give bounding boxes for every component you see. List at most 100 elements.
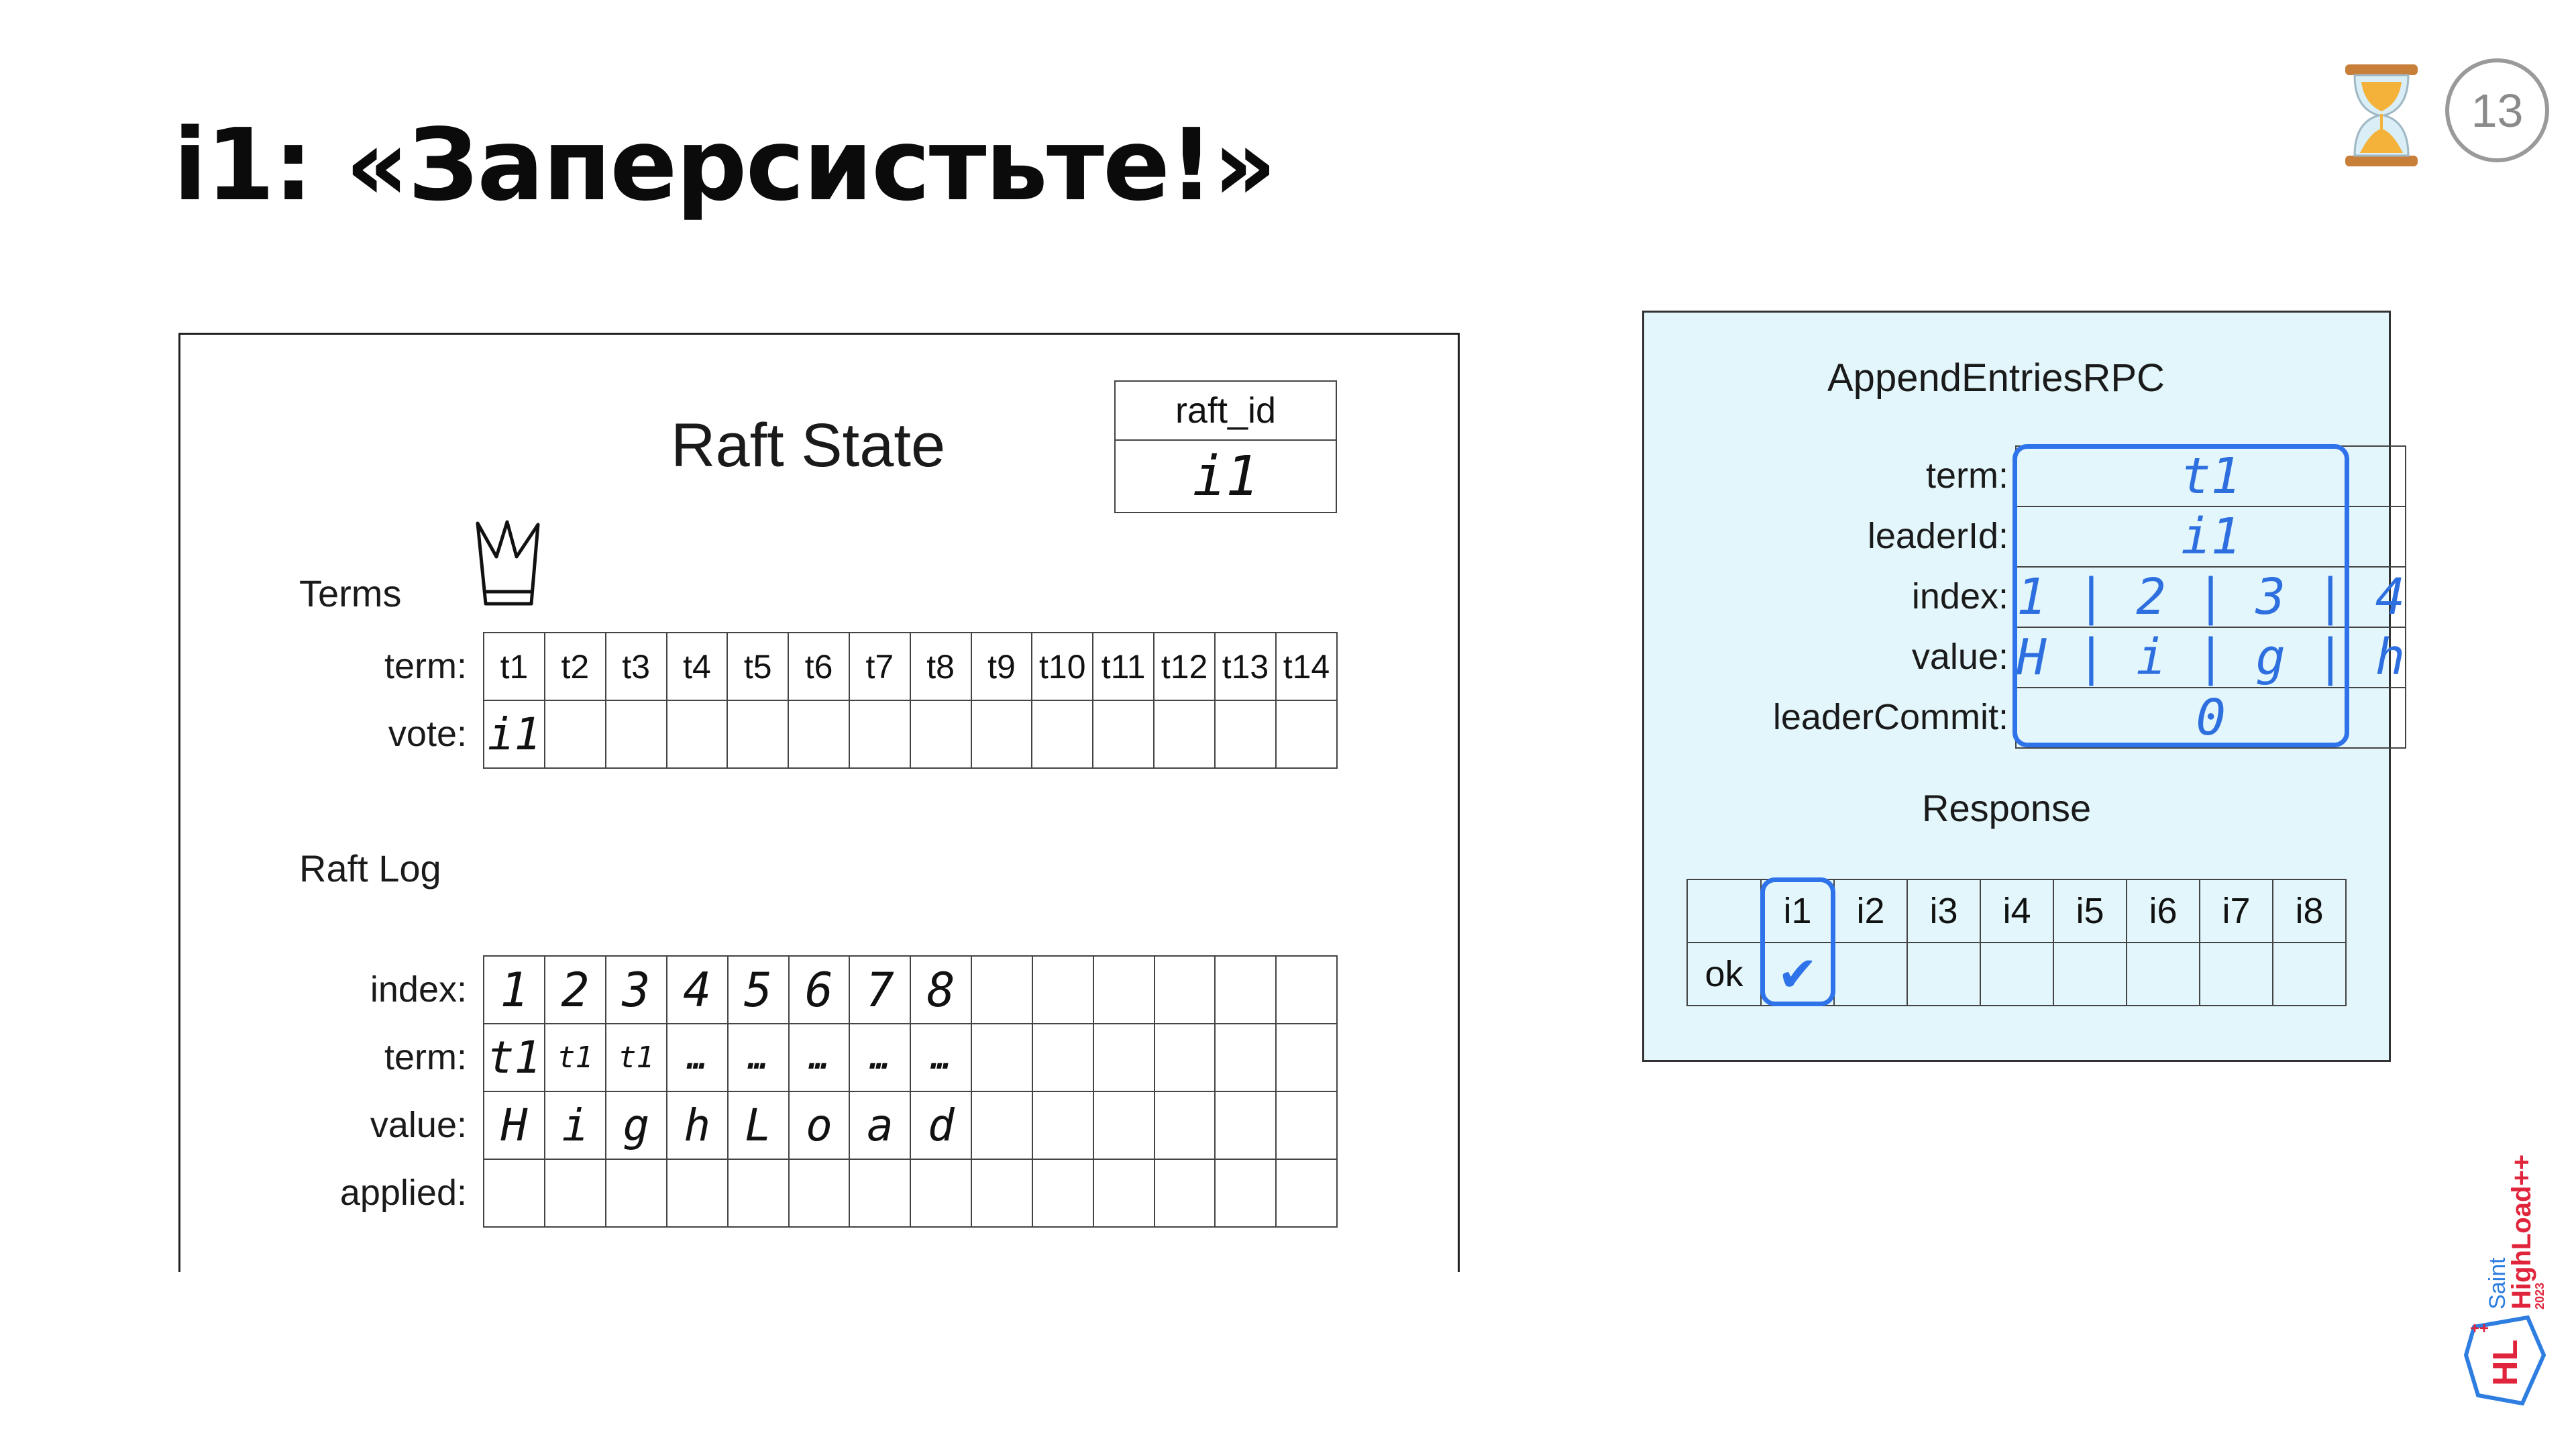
page-number: 13 — [2445, 58, 2549, 162]
term-cell: t14 — [1275, 632, 1338, 701]
term-cell: t13 — [1214, 632, 1277, 701]
rpc-field-value: i1 — [2015, 506, 2407, 568]
rpc-highlight — [2012, 444, 2349, 747]
term-row-label: term: — [384, 646, 467, 686]
log-value-cell — [971, 1091, 1033, 1160]
raft-id-box: raft_id i1 — [1114, 380, 1337, 513]
log-term-cell: t1 — [543, 1023, 606, 1092]
logo-saint-text: Saint — [2485, 1257, 2510, 1309]
hourglass-icon — [2345, 64, 2418, 166]
raft-id-label: raft_id — [1114, 380, 1337, 441]
vote-cell — [543, 700, 606, 769]
log-applied-row — [483, 1159, 1338, 1228]
response-node-cell: i8 — [2272, 879, 2347, 943]
log-term-cell: … — [849, 1023, 912, 1092]
log-term-cell — [971, 1023, 1033, 1092]
log-applied-cell — [788, 1159, 851, 1228]
term-cell: t10 — [1031, 632, 1094, 701]
log-applied-cell — [971, 1159, 1033, 1228]
log-index-cell: 3 — [604, 955, 667, 1024]
term-cell: t8 — [909, 632, 972, 701]
response-node-cell: i1 — [1760, 879, 1835, 943]
rpc-field-row: H | i | g | h — [2015, 627, 2407, 688]
log-index-cell — [1214, 955, 1277, 1024]
response-node-cell: i3 — [1907, 879, 1981, 943]
rpc-field-row: i1 — [2015, 506, 2407, 568]
response-node-cell: i6 — [2126, 879, 2200, 943]
log-value-cell: o — [788, 1091, 851, 1160]
rpc-field-value: H | i | g | h — [2015, 627, 2407, 688]
applied-row-label: applied: — [339, 1173, 467, 1213]
log-applied-cell — [543, 1159, 606, 1228]
term-cell: t4 — [665, 632, 729, 701]
response-ok-cell — [2126, 942, 2200, 1006]
log-term-cell: … — [788, 1023, 851, 1092]
append-entries-heading: AppendEntriesRPC — [1827, 356, 2165, 400]
vote-cell — [604, 700, 667, 769]
log-applied-cell — [727, 1159, 790, 1228]
log-index-cell: 2 — [543, 955, 606, 1024]
slide-title: i1: «Заперсистьте!» — [173, 107, 1277, 223]
rpc-field-label: value: — [1911, 637, 2008, 677]
log-term-cell — [1153, 1023, 1216, 1092]
log-value-cell — [1275, 1091, 1338, 1160]
log-value-cell — [1153, 1091, 1216, 1160]
response-node-cell: i7 — [2199, 879, 2273, 943]
log-term-cell: … — [910, 1023, 973, 1092]
logo-highload-text: HighLoad++ — [2507, 1155, 2536, 1309]
log-term-cell — [1214, 1023, 1277, 1092]
rpc-field-label: term: — [1925, 455, 2008, 496]
log-value-cell — [1092, 1091, 1155, 1160]
log-index-cell — [1092, 955, 1155, 1024]
highload-logo: Saint HighLoad++ 2023 HL ++ — [2463, 1155, 2546, 1406]
response-ok-cell — [1833, 942, 1908, 1006]
vote-cell — [909, 700, 972, 769]
log-value-cell: h — [665, 1091, 729, 1160]
log-value-cell: L — [727, 1091, 790, 1160]
log-value-cell: i — [543, 1091, 606, 1160]
response-heading: Response — [1922, 787, 2092, 829]
log-index-cell — [1031, 955, 1094, 1024]
log-term-cell: … — [665, 1023, 729, 1092]
term-cell: t3 — [604, 632, 667, 701]
vote-cell — [1092, 700, 1155, 769]
term-cell: t5 — [727, 632, 790, 701]
log-index-cell — [971, 955, 1033, 1024]
logo-year-text: 2023 — [2533, 1283, 2546, 1309]
response-ok-cell — [2272, 942, 2347, 1006]
crown-icon — [476, 520, 540, 606]
log-index-cell: 7 — [849, 955, 912, 1024]
log-value-cell: d — [910, 1091, 973, 1160]
log-term-cell: … — [727, 1023, 790, 1092]
terms-label: Terms — [299, 572, 402, 614]
vote-cell — [1031, 700, 1094, 769]
terms-table: t1 t2 t3 t4 t5 t6 t7 t8 t9 t10 t11 t12 t13 t14 i1 — [483, 632, 1338, 769]
log-term-row: t1 t1 t1…………… — [483, 1023, 1338, 1092]
log-applied-cell — [1031, 1159, 1094, 1228]
index-row-label: index: — [370, 969, 467, 1010]
log-applied-cell — [1092, 1159, 1155, 1228]
raft-state-panel — [178, 333, 1460, 1272]
response-node-cell: i4 — [1980, 879, 2054, 943]
log-applied-cell — [849, 1159, 912, 1228]
log-index-cell: 1 — [483, 955, 545, 1024]
vote-cell — [1214, 700, 1277, 769]
rpc-field-label: leaderCommit: — [1772, 697, 2008, 737]
svg-text:++: ++ — [2470, 1320, 2489, 1338]
log-index-cell — [1153, 955, 1216, 1024]
rpc-field-value: 1 | 2 | 3 | 4 — [2015, 566, 2407, 628]
term-cell: t12 — [1153, 632, 1216, 701]
log-term-cell: t1 — [483, 1023, 545, 1092]
log-value-cell: H — [483, 1091, 545, 1160]
log-applied-cell — [483, 1159, 545, 1228]
log-index-cell: 5 — [727, 955, 790, 1024]
log-term-cell — [1031, 1023, 1094, 1092]
response-corner-cell — [1686, 879, 1762, 943]
vote-cell — [665, 700, 729, 769]
log-applied-cell — [1153, 1159, 1216, 1228]
log-term-cell — [1092, 1023, 1155, 1092]
log-applied-cell — [604, 1159, 667, 1228]
response-ok-cell — [2199, 942, 2273, 1006]
raft-id-value: i1 — [1114, 439, 1337, 513]
